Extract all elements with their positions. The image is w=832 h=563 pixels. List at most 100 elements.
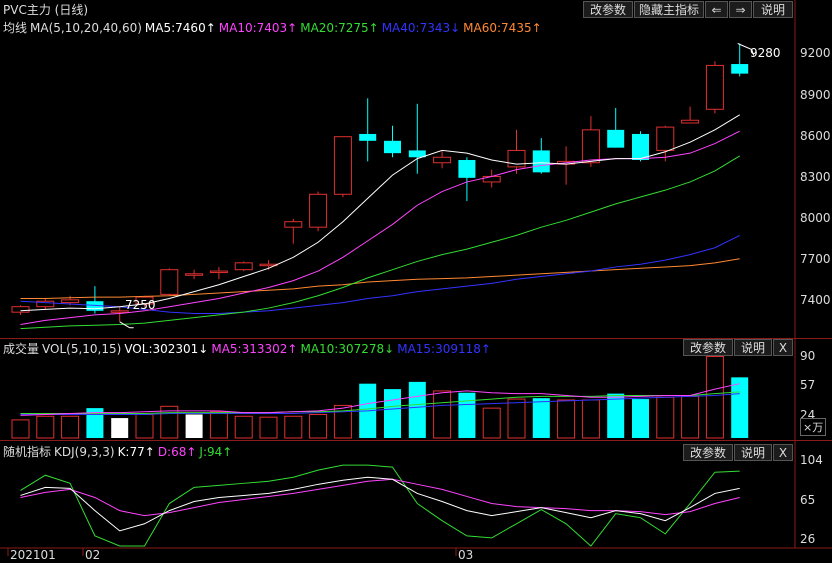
hide-main-indicator-button[interactable]: 隐藏主指标	[634, 1, 704, 18]
candle-body	[86, 301, 104, 311]
volume-bar	[135, 413, 154, 439]
volume-unit-label[interactable]: ×万	[800, 418, 827, 436]
volume-bar	[557, 399, 576, 439]
volume-tick-label: 90	[800, 348, 816, 363]
next-arrow-button[interactable]: ⇒	[729, 1, 752, 18]
volume-bar	[309, 413, 328, 439]
volume-bar	[532, 398, 550, 438]
date-tick-label: 02	[85, 548, 101, 562]
candle-body	[632, 133, 649, 161]
candle-body	[11, 306, 30, 313]
volume-ma10-line	[20, 391, 740, 415]
price-tick-label: 8300	[800, 169, 831, 184]
volume-legend: 成交量 VOL(5,10,15) VOL:302301↓ MA5:313302↑ MA1…	[3, 340, 494, 357]
volume-bar	[458, 392, 476, 438]
volume-bar	[209, 411, 228, 439]
price-tick-label: 8000	[800, 210, 831, 225]
date-tick-label: 03	[458, 548, 474, 562]
kdj-j-line	[20, 464, 740, 547]
kdj-legend-item: J:94↑	[199, 445, 233, 459]
kdj-params-button[interactable]: 改参数	[683, 444, 733, 461]
main-legend-item: MA5:7460↑	[144, 21, 216, 35]
volume-kdj-separator	[0, 440, 832, 441]
ma5-line	[20, 114, 740, 312]
kdj-tick-label: 65	[800, 492, 816, 507]
price-tick-label: 9200	[800, 46, 831, 61]
main-legend-item: MA(5,10,20,40,60)	[30, 21, 142, 35]
kdj-tick-label: 26	[800, 531, 816, 546]
price-tick-label: 8900	[800, 87, 831, 102]
price-tick-label: 8600	[800, 128, 831, 143]
kdj-legend-item: KDJ(9,3,3)	[54, 445, 115, 459]
kdj-legend-item: D:68↑	[157, 445, 197, 459]
high-marker	[737, 43, 755, 56]
ma10-line	[20, 130, 740, 326]
candle-body	[408, 150, 426, 158]
date-tick-label: 202101	[10, 548, 56, 562]
candle-body	[234, 262, 253, 271]
kdj-legend-item: K:77↑	[117, 445, 155, 459]
volume-tick-label: 57	[800, 378, 816, 393]
candle-body	[160, 269, 179, 295]
volume-bar	[482, 407, 501, 439]
main-indicator-legend: 均线 MA(5,10,20,40,60) MA5:7460↑ MA10:7403↑ MA…	[3, 19, 545, 36]
volume-legend-item: MA15:309118↑	[397, 342, 491, 356]
low-marker	[119, 321, 134, 329]
volume-bar	[384, 389, 401, 438]
candle-body	[284, 221, 303, 228]
candle-body	[731, 64, 749, 74]
price-tick-label: 7400	[800, 293, 831, 308]
main-legend-item: MA10:7403↑	[218, 21, 298, 35]
volume-ma5-line	[20, 383, 740, 416]
candle-body	[656, 126, 675, 151]
kdj-legend-item: 随机指标	[3, 445, 52, 459]
volume-params-button[interactable]: 改参数	[683, 339, 733, 356]
candle-body	[359, 133, 377, 141]
main-legend-item: MA20:7275↑	[300, 21, 379, 35]
candle-body	[581, 129, 600, 164]
volume-close-button[interactable]: X	[773, 339, 793, 356]
volume-bar	[632, 399, 649, 438]
candle-body	[532, 150, 550, 173]
help-button[interactable]: 说明	[753, 1, 793, 18]
candle-body	[185, 273, 204, 276]
volume-bar	[234, 415, 253, 439]
kdj-k-line	[20, 476, 740, 532]
volume-bar	[731, 377, 749, 438]
volume-legend-item: 成交量	[3, 342, 40, 356]
volume-bar	[408, 381, 426, 438]
params-button[interactable]: 改参数	[583, 1, 633, 18]
kdj-d-line	[20, 478, 740, 517]
candle-body	[681, 119, 700, 124]
candle-body	[433, 156, 452, 164]
window-title: PVC主力 (日线)	[3, 3, 89, 17]
ma40-line	[20, 234, 740, 315]
kdj-tick-label: 104	[800, 453, 823, 468]
volume-legend-item: MA10:307278↓	[300, 342, 395, 356]
candle-body	[507, 149, 526, 168]
volume-bar	[705, 356, 724, 439]
main-legend-item: MA60:7435↑	[463, 21, 542, 35]
volume-bar	[61, 415, 80, 439]
candle-body	[61, 299, 80, 304]
volume-bar	[11, 419, 30, 439]
low-price-label: 7250	[125, 298, 156, 312]
kdj-close-button[interactable]: X	[773, 444, 793, 461]
volume-help-button[interactable]: 说明	[734, 339, 772, 356]
candle-body	[458, 160, 476, 178]
volume-bar	[656, 396, 675, 439]
ma20-line	[20, 155, 740, 330]
kdj-help-button[interactable]: 说明	[734, 444, 772, 461]
prev-arrow-button[interactable]: ⇐	[705, 1, 728, 18]
volume-ma15-line	[20, 393, 740, 415]
volume-bar	[185, 414, 203, 438]
main-volume-separator	[0, 338, 832, 339]
main-legend-item: 均线	[3, 21, 28, 35]
volume-legend-item: VOL(5,10,15)	[42, 342, 122, 356]
volume-legend-item: MA5:313302↑	[211, 342, 298, 356]
kdj-legend: 随机指标 KDJ(9,3,3) K:77↑ D:68↑ J:94↑	[3, 443, 235, 460]
candle-body	[705, 64, 724, 110]
candle-body	[209, 270, 228, 274]
candle-body	[384, 140, 401, 154]
